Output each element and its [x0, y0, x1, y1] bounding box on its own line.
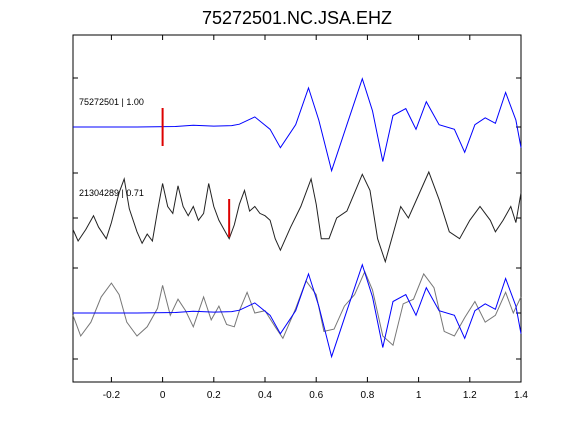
- x-tick-label: 0.6: [309, 390, 323, 401]
- x-axis: -0.2 0 0.2 0.4 0.6 0.8 1 1.2 1.4: [103, 35, 528, 401]
- overlay-comparison: [72, 263, 522, 359]
- x-tick-label: 1.4: [514, 390, 528, 401]
- overlay-reference-line: [73, 263, 522, 359]
- trace-line: [72, 170, 522, 264]
- plot-frame: [72, 34, 522, 383]
- x-tick-label: 0.4: [258, 390, 272, 401]
- chart-title: 75272501.NC.JSA.EHZ: [202, 8, 392, 28]
- trace-line: [73, 77, 522, 173]
- x-tick-label: 1.2: [463, 390, 477, 401]
- overlay-gray-line: [72, 270, 522, 347]
- x-tick-label: -0.2: [103, 390, 121, 401]
- x-tick-label: 1: [416, 390, 422, 401]
- trace-label: 21304289 | 0.71: [79, 188, 144, 198]
- x-tick-label: 0.8: [360, 390, 374, 401]
- x-tick-label: 0: [160, 390, 166, 401]
- trace-label: 75272501 | 1.00: [79, 97, 144, 107]
- x-tick-label: 0.2: [207, 390, 221, 401]
- traces: 75272501 | 1.00 21304289 | 0.71: [72, 77, 522, 264]
